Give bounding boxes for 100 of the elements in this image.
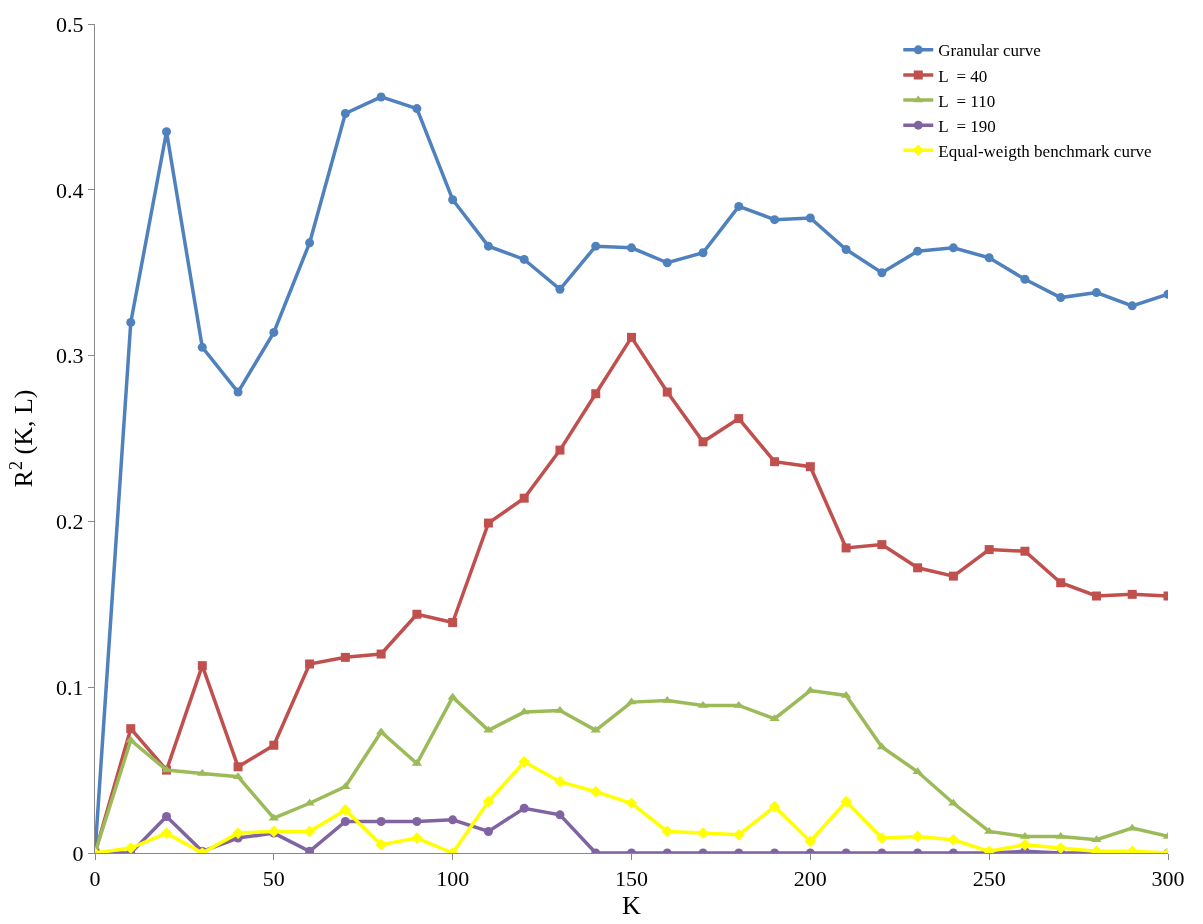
point [876, 832, 888, 844]
point [448, 618, 458, 628]
point [305, 846, 315, 853]
point [339, 804, 352, 816]
x-tick-label: 50 [262, 866, 285, 892]
point [913, 563, 923, 573]
y-tick-label: 0.3 [56, 343, 84, 369]
point [375, 838, 387, 851]
point [126, 724, 136, 734]
point [411, 832, 423, 844]
point [197, 661, 207, 671]
point [841, 543, 851, 553]
point [805, 213, 815, 223]
point [1019, 838, 1031, 851]
point [948, 243, 958, 253]
point [448, 815, 458, 825]
point [126, 317, 136, 327]
point [482, 795, 495, 808]
point [770, 215, 780, 225]
y-tick-label: 0.1 [56, 674, 84, 700]
x-tick-label: 300 [1151, 866, 1185, 892]
point [412, 817, 422, 826]
point [232, 827, 244, 839]
point [1056, 578, 1066, 588]
point [948, 571, 958, 581]
point [1091, 591, 1101, 601]
point [340, 817, 350, 826]
point [804, 835, 817, 848]
point [734, 201, 744, 211]
point [591, 241, 601, 251]
point [483, 518, 493, 528]
point [768, 800, 781, 813]
point [698, 437, 708, 447]
point [340, 652, 350, 662]
point [519, 803, 529, 813]
point [662, 258, 672, 268]
point [698, 248, 708, 258]
point [770, 457, 780, 467]
legend-label: L = 40 [938, 66, 988, 86]
point [233, 387, 243, 397]
point [233, 762, 243, 772]
point [840, 795, 852, 808]
point [376, 817, 386, 826]
point [589, 785, 602, 798]
legend-label: L = 110 [938, 91, 996, 111]
point [519, 707, 530, 715]
y-tick-label: 0.2 [56, 509, 84, 535]
point [1020, 546, 1030, 556]
point [1127, 301, 1137, 311]
point [555, 284, 565, 294]
y-tick-label: 0.4 [56, 177, 84, 203]
point [483, 241, 493, 251]
point [340, 109, 350, 119]
point [877, 268, 887, 278]
point [305, 238, 315, 248]
point [269, 740, 279, 750]
point [412, 609, 422, 619]
x-axis-title: K [622, 891, 642, 921]
point [519, 254, 529, 264]
point [841, 244, 851, 254]
point [877, 540, 887, 550]
x-tick-label: 0 [89, 866, 101, 892]
legend-label: Equal-weigth benchmark curve [938, 141, 1152, 161]
point [662, 387, 672, 397]
point [1127, 589, 1137, 599]
point [555, 810, 565, 820]
point [1020, 274, 1030, 284]
point [984, 545, 994, 555]
y-tick-label: 0.5 [56, 11, 84, 37]
x-tick-label: 200 [793, 866, 827, 892]
point [948, 798, 959, 806]
point [805, 462, 815, 472]
point [412, 104, 422, 114]
point [1091, 288, 1101, 298]
legend-label: Granular curve [938, 41, 1041, 61]
point [662, 695, 673, 703]
y-tick-label: 0 [72, 840, 84, 866]
point [984, 253, 994, 263]
point [912, 767, 923, 775]
point [197, 768, 208, 776]
point [913, 246, 923, 256]
x-tick-label: 250 [972, 866, 1006, 892]
point [627, 332, 636, 342]
point [734, 414, 744, 424]
point [590, 725, 601, 733]
point [519, 493, 529, 503]
point [125, 735, 136, 743]
point [162, 127, 172, 137]
legend-label: L = 190 [938, 116, 996, 136]
point [625, 797, 638, 810]
point [554, 775, 566, 788]
point [269, 327, 279, 337]
point [483, 826, 493, 836]
point [448, 195, 458, 205]
point [555, 445, 565, 455]
point [1055, 831, 1066, 839]
point [627, 243, 636, 253]
x-tick-label: 150 [615, 866, 648, 892]
point [197, 342, 207, 352]
point [305, 659, 315, 669]
